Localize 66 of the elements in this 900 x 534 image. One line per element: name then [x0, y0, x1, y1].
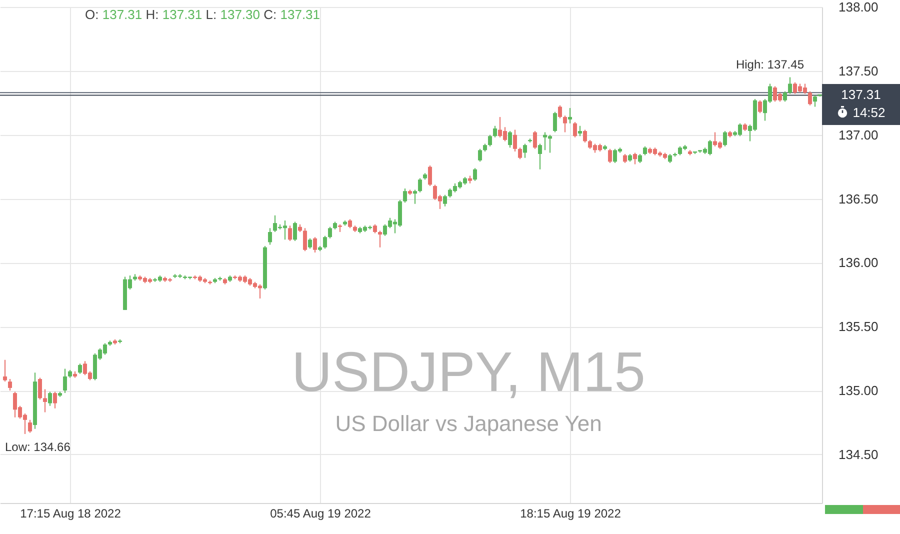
- candlestick: [288, 225, 292, 242]
- candlestick: [513, 129, 517, 152]
- candlestick: [53, 391, 57, 409]
- candlestick: [473, 168, 477, 182]
- candlestick: [378, 230, 382, 248]
- candlestick: [478, 148, 482, 162]
- candlestick: [443, 194, 447, 207]
- candlestick: [723, 130, 727, 147]
- candlestick: [518, 147, 522, 160]
- candlestick: [488, 134, 492, 147]
- candlestick: [323, 235, 327, 250]
- text: USDJPY, M15: [292, 340, 646, 404]
- candlestick: [28, 419, 32, 434]
- candlestick: [573, 122, 577, 138]
- candlestick: [43, 388, 47, 413]
- candlestick: [303, 228, 307, 252]
- y-tick-label: 134.50: [838, 446, 878, 462]
- candlestick: [313, 236, 317, 253]
- y-tick-label: 136.00: [838, 255, 878, 270]
- candlestick: [293, 221, 297, 242]
- candlestick: [813, 94, 817, 108]
- candlestick: [553, 111, 557, 133]
- ref-line-label: 137.31: [840, 86, 882, 104]
- candlestick: [788, 76, 792, 94]
- candlestick: [78, 363, 82, 374]
- candlestick: [633, 152, 637, 165]
- candlestick: [413, 189, 417, 204]
- candlestick: [418, 178, 422, 193]
- candlestick: [428, 165, 432, 186]
- candlestick: [308, 238, 312, 250]
- y-tick-label: 136.50: [838, 191, 878, 206]
- candlestick: [403, 188, 407, 204]
- candlestick: [8, 378, 12, 392]
- y-tick-label: 135.50: [838, 319, 878, 334]
- x-tick-label: 17:15 Aug 18 2022: [20, 506, 122, 520]
- candlestick: [538, 143, 542, 170]
- y-tick-label: 137.50: [838, 63, 878, 78]
- x-tick-label: 05:45 Aug 19 2022: [270, 506, 372, 520]
- candlestick: [608, 148, 612, 164]
- candlestick: [533, 130, 537, 150]
- x-tick-label: 18:15 Aug 19 2022: [520, 506, 622, 520]
- text: US Dollar vs Japanese Yen: [335, 411, 602, 436]
- candlestick: [783, 90, 787, 102]
- candlestick: [558, 104, 562, 119]
- candlestick: [758, 100, 762, 114]
- candlestick: [583, 129, 587, 144]
- candlestick: [578, 125, 582, 137]
- annotation: High: 137.45: [736, 57, 804, 72]
- text: 14:52: [852, 104, 886, 122]
- annotation: Low: 134.66: [5, 440, 71, 454]
- candlestick: [268, 228, 272, 246]
- candlestick: [508, 130, 512, 148]
- candlestick: [328, 226, 332, 239]
- candlestick: [808, 90, 812, 106]
- candlestick: [38, 377, 42, 400]
- y-tick-label: 135.00: [838, 383, 878, 398]
- candlestick: [563, 115, 567, 133]
- candlestick: [568, 107, 572, 124]
- candlestick: [63, 368, 67, 394]
- candlestick: [48, 391, 52, 406]
- y-tick-label: 137.00: [838, 127, 878, 142]
- candlestick: [523, 143, 527, 158]
- candlestick: [3, 359, 7, 382]
- y-tick-label: 138.00: [838, 0, 878, 14]
- annotation: O: 137.31 H: 137.31 L: 137.30 C: 137.31: [85, 7, 320, 22]
- candlestick: [493, 125, 497, 138]
